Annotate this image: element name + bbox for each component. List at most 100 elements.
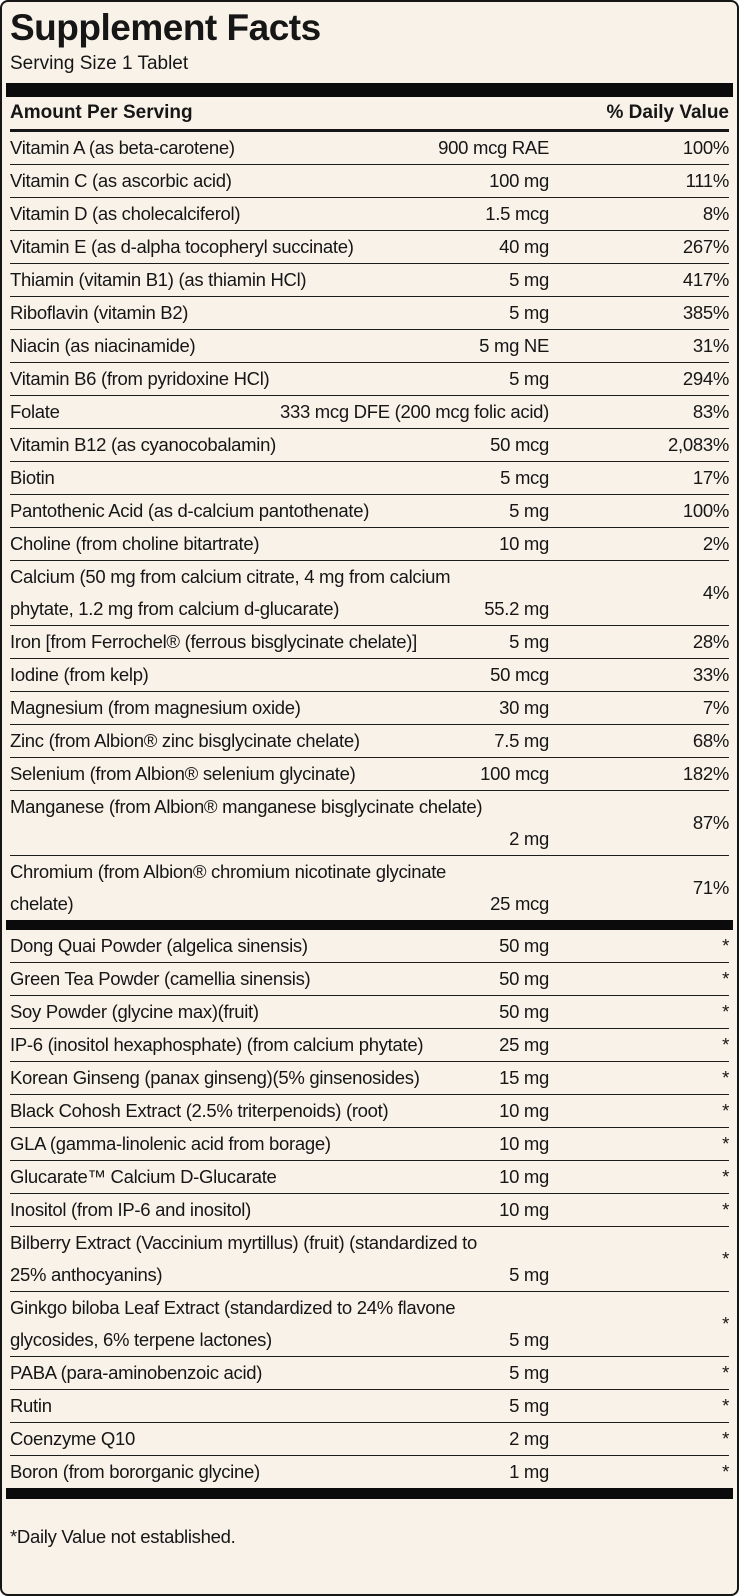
ingredient-name: Dong Quai Powder (algelica sinensis) [10, 935, 308, 956]
ingredient-daily-value: 28% [692, 631, 729, 652]
ingredient-daily-value: 182% [682, 763, 729, 784]
ingredient-name-continued: 25% anthocyanins) [10, 1264, 163, 1285]
daily-value-footnote: *Daily Value not established. [10, 1526, 236, 1547]
ingredient-daily-value: 68% [692, 730, 729, 751]
ingredient-name-continued: chelate) [10, 893, 74, 914]
ingredient-amount: 50 mg [499, 1001, 549, 1022]
ingredient-name: Rutin [10, 1395, 52, 1416]
amount-per-serving-header: Amount Per Serving [10, 102, 193, 123]
ingredient-daily-value: * [722, 1395, 729, 1416]
ingredient-amount: 15 mg [499, 1067, 549, 1088]
ingredient-amount: 5 mg [509, 1264, 549, 1285]
ingredient-daily-value: * [722, 1199, 729, 1220]
ingredient-name: Inositol (from IP-6 and inositol) [10, 1199, 251, 1220]
ingredient-amount: 5 mg [509, 1329, 549, 1350]
ingredient-name: Iodine (from kelp) [10, 664, 149, 685]
ingredient-amount: 25 mg [499, 1034, 549, 1055]
ingredient-row: Dong Quai Powder (algelica sinensis) 50 m… [10, 930, 729, 963]
ingredient-row: Riboflavin (vitamin B2) 5 mg 385% [10, 297, 729, 330]
ingredient-amount: 10 mg [499, 1166, 549, 1187]
ingredient-name-continued: phytate, 1.2 mg from calcium d-glucarate… [10, 598, 340, 619]
ingredient-name-continued: glycosides, 6% terpene lactones) [10, 1329, 272, 1350]
ingredient-name: Manganese (from Albion® manganese bisgly… [10, 796, 483, 817]
ingredient-row: Boron (from bororganic glycine) 1 mg * [10, 1456, 729, 1488]
ingredient-daily-value: 33% [692, 664, 729, 685]
ingredient-row: Iron [from Ferrochel® (ferrous bisglycin… [10, 626, 729, 659]
ingredient-name: Vitamin E (as d-alpha tocopheryl succina… [10, 236, 354, 257]
ingredient-name: Choline (from choline bitartrate) [10, 533, 260, 554]
ingredient-amount: 25 mcg [490, 893, 549, 914]
top-divider-bar [6, 83, 733, 97]
ingredient-name: Glucarate™ Calcium D-Glucarate [10, 1166, 277, 1187]
ingredient-daily-value: * [722, 1248, 729, 1269]
vitamins-minerals-section: Vitamin A (as beta-carotene) 900 mcg RAE … [10, 132, 729, 920]
ingredient-daily-value: 17% [692, 467, 729, 488]
ingredient-daily-value: * [722, 1313, 729, 1334]
ingredient-amount: 333 mcg DFE (200 mcg folic acid) [279, 401, 549, 422]
ingredient-name: Vitamin B12 (as cyanocobalamin) [10, 434, 276, 455]
ingredient-row: Chromium (from Albion® chromium nicotina… [10, 856, 729, 920]
ingredient-name: Biotin [10, 467, 55, 488]
ingredient-name: Vitamin B6 (from pyridoxine HCl) [10, 368, 270, 389]
ingredient-daily-value: 8% [702, 203, 729, 224]
ingredient-name: GLA (gamma-linolenic acid from borage) [10, 1133, 331, 1154]
ingredient-amount: 5 mg [509, 368, 549, 389]
ingredient-name: Korean Ginseng (panax ginseng)(5% ginsen… [10, 1067, 420, 1088]
ingredient-name: Soy Powder (glycine max)(fruit) [10, 1001, 259, 1022]
ingredient-amount: 5 mg [509, 269, 549, 290]
ingredient-name: Coenzyme Q10 [10, 1428, 135, 1449]
ingredient-amount: 5 mg [509, 1362, 549, 1383]
daily-value-header: % Daily Value [606, 102, 729, 123]
ingredient-row: Vitamin B12 (as cyanocobalamin) 50 mcg 2,… [10, 429, 729, 462]
ingredient-row: Iodine (from kelp) 50 mcg 33% [10, 659, 729, 692]
ingredient-amount: 900 mcg RAE [438, 137, 549, 158]
ingredient-row: Vitamin A (as beta-carotene) 900 mcg RAE … [10, 132, 729, 165]
section-divider-bar [6, 920, 733, 930]
ingredient-name: Vitamin C (as ascorbic acid) [10, 170, 232, 191]
ingredient-name: PABA (para-aminobenzoic acid) [10, 1362, 263, 1383]
ingredient-amount: 5 mcg [500, 467, 549, 488]
ingredient-daily-value: 71% [692, 877, 729, 898]
bottom-divider-bar [6, 1488, 733, 1499]
ingredient-daily-value: * [722, 968, 729, 989]
ingredient-daily-value: * [722, 1067, 729, 1088]
ingredient-amount: 100 mcg [480, 763, 549, 784]
ingredient-daily-value: * [722, 935, 729, 956]
ingredient-daily-value: 83% [692, 401, 729, 422]
ingredient-name: Thiamin (vitamin B1) (as thiamin HCl) [10, 269, 307, 290]
ingredient-amount: 10 mg [499, 1133, 549, 1154]
ingredient-amount: 1 mg [509, 1461, 549, 1482]
ingredient-daily-value: * [722, 1166, 729, 1187]
ingredient-row: Selenium (from Albion® selenium glycinat… [10, 758, 729, 791]
ingredient-amount: 30 mg [499, 697, 549, 718]
ingredient-amount: 5 mg [509, 500, 549, 521]
ingredient-daily-value: * [722, 1001, 729, 1022]
ingredient-row: Vitamin D (as cholecalciferol) 1.5 mcg 8% [10, 198, 729, 231]
ingredient-amount: 5 mg [509, 1395, 549, 1416]
ingredient-daily-value: 31% [692, 335, 729, 356]
ingredient-name: Magnesium (from magnesium oxide) [10, 697, 301, 718]
ingredient-daily-value: 7% [702, 697, 729, 718]
ingredient-row: Glucarate™ Calcium D-Glucarate 10 mg * [10, 1161, 729, 1194]
ingredient-name: Green Tea Powder (camellia sinensis) [10, 968, 311, 989]
ingredient-row: Folate 333 mcg DFE (200 mcg folic acid) 8… [10, 396, 729, 429]
ingredient-daily-value: 2% [702, 533, 729, 554]
ingredient-amount: 40 mg [499, 236, 549, 257]
ingredient-name: Boron (from bororganic glycine) [10, 1461, 260, 1482]
ingredient-row: Magnesium (from magnesium oxide) 30 mg 7% [10, 692, 729, 725]
ingredient-row: PABA (para-aminobenzoic acid) 5 mg * [10, 1357, 729, 1390]
ingredient-row: Zinc (from Albion® zinc bisglycinate che… [10, 725, 729, 758]
ingredient-row: Calcium (50 mg from calcium citrate, 4 m… [10, 561, 729, 626]
ingredient-amount: 50 mg [499, 935, 549, 956]
ingredient-name-continued [10, 823, 509, 855]
ingredient-amount: 2 mg [509, 1428, 549, 1449]
ingredient-row: Coenzyme Q10 2 mg * [10, 1423, 729, 1456]
ingredient-row: Soy Powder (glycine max)(fruit) 50 mg * [10, 996, 729, 1029]
ingredient-name: Zinc (from Albion® zinc bisglycinate che… [10, 730, 360, 751]
ingredient-amount: 5 mg [509, 302, 549, 323]
ingredient-amount: 1.5 mcg [485, 203, 549, 224]
ingredient-name: Pantothenic Acid (as d-calcium pantothen… [10, 500, 370, 521]
ingredient-name: Chromium (from Albion® chromium nicotina… [10, 861, 447, 882]
ingredient-row: Green Tea Powder (camellia sinensis) 50 m… [10, 963, 729, 996]
